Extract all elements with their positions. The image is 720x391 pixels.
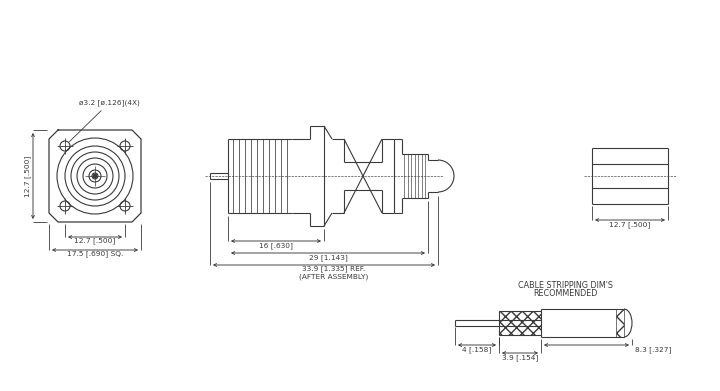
Text: 17.5 [.690] SQ.: 17.5 [.690] SQ. (67, 251, 123, 257)
Text: 3.9 [.154]: 3.9 [.154] (502, 355, 538, 361)
Text: 12.7 [.500]: 12.7 [.500] (74, 238, 116, 244)
Text: 12.7 [.500]: 12.7 [.500] (24, 155, 32, 197)
Text: 8.3 [.327]: 8.3 [.327] (635, 347, 672, 353)
Circle shape (93, 174, 96, 178)
Text: 29 [1.143]: 29 [1.143] (309, 255, 348, 261)
Text: CABLE STRIPPING DIM'S: CABLE STRIPPING DIM'S (518, 280, 613, 289)
Text: ø3.2 [ø.126](4X): ø3.2 [ø.126](4X) (70, 99, 140, 142)
Text: 4 [.158]: 4 [.158] (462, 347, 492, 353)
Text: RECOMMENDED: RECOMMENDED (534, 289, 598, 298)
Text: 12.7 [.500]: 12.7 [.500] (609, 222, 651, 228)
Bar (499, 311, 541, 335)
Text: 33.9 [1.335] REF.: 33.9 [1.335] REF. (302, 265, 366, 273)
Text: 16 [.630]: 16 [.630] (259, 243, 293, 249)
Text: (AFTER ASSEMBLY): (AFTER ASSEMBLY) (300, 274, 369, 280)
Bar (616, 309, 624, 337)
